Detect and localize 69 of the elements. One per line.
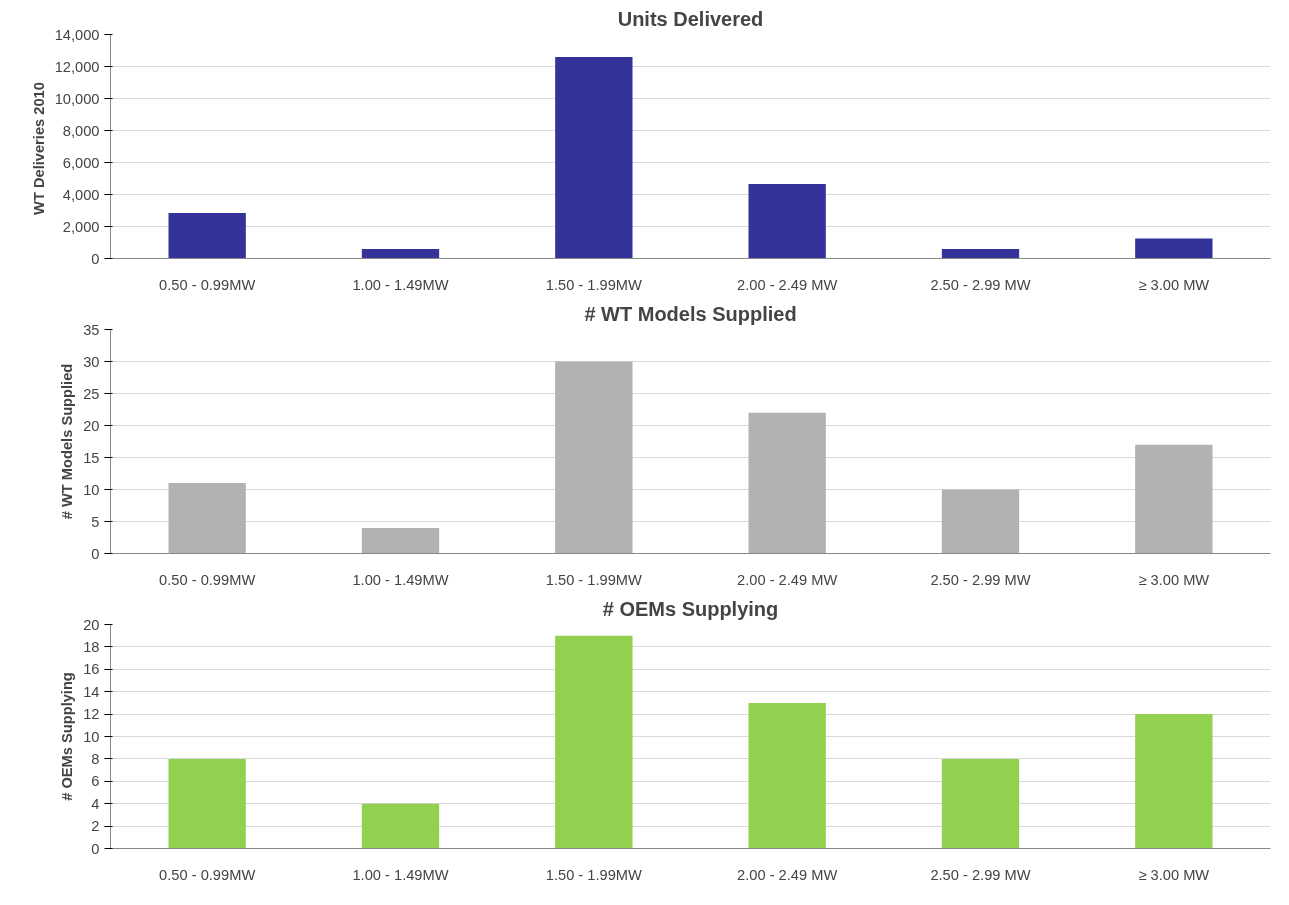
bar — [555, 361, 633, 554]
y-tick-label: 16 — [83, 661, 100, 678]
y-tick-label: 20 — [83, 417, 100, 434]
x-tick-label: ≥ 3.00 MW — [1138, 276, 1210, 293]
x-tick-label: 2.50 - 2.99 MW — [930, 571, 1031, 588]
bar — [168, 758, 246, 849]
y-tick-label: 10 — [83, 481, 100, 498]
y-tick-label: 15 — [83, 449, 100, 466]
bar — [555, 635, 633, 849]
y-tick-label: 6 — [91, 773, 100, 790]
bar — [1135, 238, 1213, 259]
bar — [748, 702, 826, 849]
chart-title: Units Delivered — [617, 7, 764, 30]
bar — [748, 184, 826, 259]
x-tick-label: 2.00 - 2.49 MW — [737, 571, 838, 588]
y-tick-label: 5 — [91, 513, 100, 530]
y-tick-label: 10,000 — [54, 90, 100, 107]
y-axis-title: WT Deliveries 2010 — [30, 82, 47, 215]
y-tick-label: 10 — [83, 728, 100, 745]
y-tick-label: 2,000 — [62, 218, 100, 235]
y-tick-label: 4,000 — [62, 186, 100, 203]
y-tick-label: 14 — [83, 683, 100, 700]
y-tick-label: 14,000 — [54, 26, 100, 43]
bar — [361, 527, 440, 554]
bar — [941, 248, 1020, 259]
y-tick-label: 12,000 — [54, 58, 100, 75]
bar — [1135, 714, 1213, 849]
y-axis-title: # WT Models Supplied — [59, 363, 76, 520]
y-tick-label: 30 — [83, 353, 100, 370]
y-tick-label: 18 — [83, 638, 100, 655]
x-tick-label: 2.50 - 2.99 MW — [930, 276, 1031, 293]
bar — [168, 212, 246, 259]
y-tick-label: 12 — [83, 706, 100, 723]
y-tick-label: 0 — [91, 840, 100, 857]
x-tick-label: 1.00 - 1.49MW — [352, 571, 449, 588]
y-tick-label: 4 — [91, 795, 100, 812]
bar — [168, 483, 246, 554]
bar — [361, 803, 440, 849]
x-tick-label: 1.00 - 1.49MW — [352, 866, 449, 883]
y-tick-label: 20 — [83, 616, 100, 633]
y-axis-title: # OEMs Supplying — [59, 672, 76, 801]
x-tick-label: 1.50 - 1.99MW — [545, 571, 643, 588]
y-tick-label: 8,000 — [62, 122, 100, 139]
bar — [361, 248, 440, 259]
chart-title: # OEMs Supplying — [602, 597, 779, 620]
y-tick-label: 8 — [91, 750, 100, 767]
x-tick-label: 0.50 - 0.99MW — [159, 571, 256, 588]
bar — [941, 758, 1020, 849]
y-tick-label: 0 — [91, 250, 100, 267]
x-tick-label: 2.00 - 2.49 MW — [737, 866, 838, 883]
bar — [555, 56, 633, 259]
y-tick-label: 0 — [91, 545, 100, 562]
y-tick-label: 25 — [83, 385, 100, 402]
x-tick-label: 1.00 - 1.49MW — [352, 276, 449, 293]
bar — [748, 412, 826, 554]
x-tick-label: ≥ 3.00 MW — [1138, 571, 1210, 588]
x-tick-label: 0.50 - 0.99MW — [159, 866, 256, 883]
y-tick-label: 2 — [91, 818, 100, 835]
x-tick-label: 2.50 - 2.99 MW — [930, 866, 1031, 883]
x-tick-label: 1.50 - 1.99MW — [545, 866, 643, 883]
x-tick-label: 1.50 - 1.99MW — [545, 276, 643, 293]
bar — [941, 489, 1020, 554]
y-tick-label: 6,000 — [62, 154, 100, 171]
chart-title: # WT Models Supplied — [584, 302, 797, 325]
bar — [1135, 444, 1213, 554]
x-tick-label: 0.50 - 0.99MW — [159, 276, 256, 293]
x-tick-label: ≥ 3.00 MW — [1138, 866, 1210, 883]
x-tick-label: 2.00 - 2.49 MW — [737, 276, 838, 293]
y-tick-label: 35 — [83, 321, 100, 338]
